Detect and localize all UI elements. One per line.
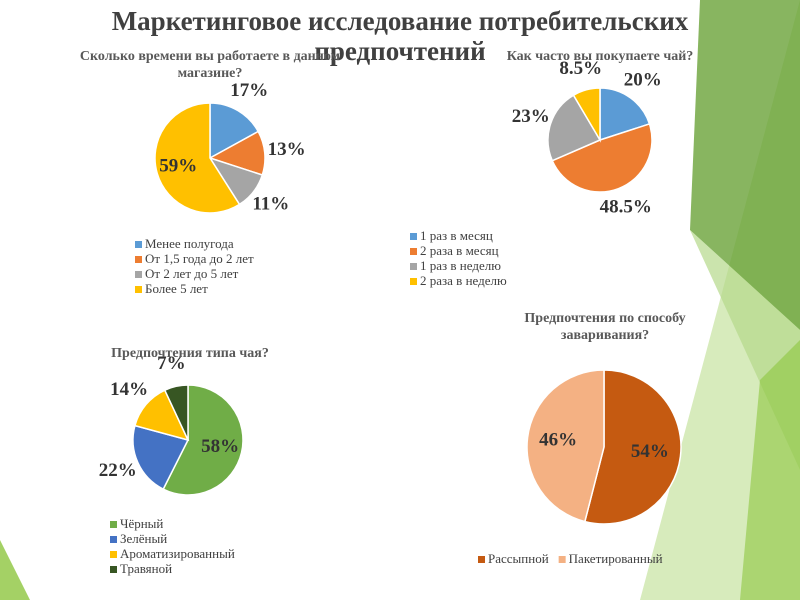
chart-title: Предпочтения типа чая? [111, 346, 269, 361]
chart-title: Сколько времени вы работаете в данном ма… [79, 49, 341, 81]
data-label: 11% [252, 194, 289, 215]
legend-swatch [110, 536, 117, 543]
decoration [0, 540, 30, 600]
data-label: 17% [230, 80, 268, 101]
data-label: 23% [512, 106, 550, 127]
legend-label: Менее полугода [145, 236, 234, 251]
legend-swatch [558, 556, 566, 563]
pie-slice [209, 102, 260, 160]
legend-label: От 1,5 года до 2 лет [145, 251, 254, 266]
data-label: 8.5% [559, 58, 602, 79]
data-label: 59% [159, 156, 197, 177]
legend-swatch [135, 286, 142, 293]
legend-swatch [478, 556, 485, 563]
legend-label: Рассыпной [488, 551, 549, 566]
data-label: 58% [201, 436, 239, 457]
data-label: 14% [110, 379, 148, 400]
legend-swatch [410, 278, 417, 285]
legend-label: 1 раз в неделю [420, 258, 501, 273]
data-label: 54% [631, 441, 669, 462]
chart-title: Как часто вы покупаете чай? [506, 49, 694, 64]
legend-label: Травяной [120, 561, 172, 576]
legend-label: Пакетированный [569, 551, 663, 566]
pie-slice [599, 87, 651, 142]
data-label: 48.5% [600, 196, 652, 217]
data-label: 7% [157, 353, 186, 374]
pie-slice [162, 384, 244, 496]
pie-slice [526, 369, 605, 523]
legend-swatch [410, 233, 417, 240]
slide-title: Маркетинговое исследование потребительск… [111, 6, 689, 66]
legend-swatch [110, 566, 117, 573]
pie-slice [547, 94, 602, 162]
data-label: 22% [99, 460, 137, 481]
pie-slice [163, 384, 189, 441]
legend-label: Ароматизированный [120, 546, 235, 561]
chart-title: Предпочтения по способу заваривания? [524, 311, 686, 343]
legend-label: 1 раз в месяц [420, 228, 493, 243]
legend-swatch [135, 256, 142, 263]
legend-swatch [110, 551, 117, 558]
legend-label: Более 5 лет [145, 281, 208, 296]
legend-label: 2 раза в месяц [420, 243, 499, 258]
pie-slice [583, 369, 682, 525]
legend-label: От 2 лет до 5 лет [145, 266, 239, 281]
pie-slice [551, 122, 653, 193]
legend-label: 2 раза в неделю [420, 273, 507, 288]
legend-swatch [410, 248, 417, 255]
legend-swatch [110, 521, 117, 528]
pie-slice [132, 424, 190, 491]
data-label: 46% [539, 430, 577, 451]
legend-label: Зелёный [120, 531, 167, 546]
pie-slice [154, 102, 241, 214]
legend-label: Чёрный [120, 516, 163, 531]
pie-slice [572, 87, 601, 143]
decoration [690, 0, 800, 330]
data-label: 20% [624, 69, 662, 90]
data-label: 13% [268, 139, 306, 160]
legend-swatch [135, 241, 142, 248]
decoration [740, 340, 800, 600]
legend-swatch [135, 271, 142, 278]
legend-swatch [410, 263, 417, 270]
